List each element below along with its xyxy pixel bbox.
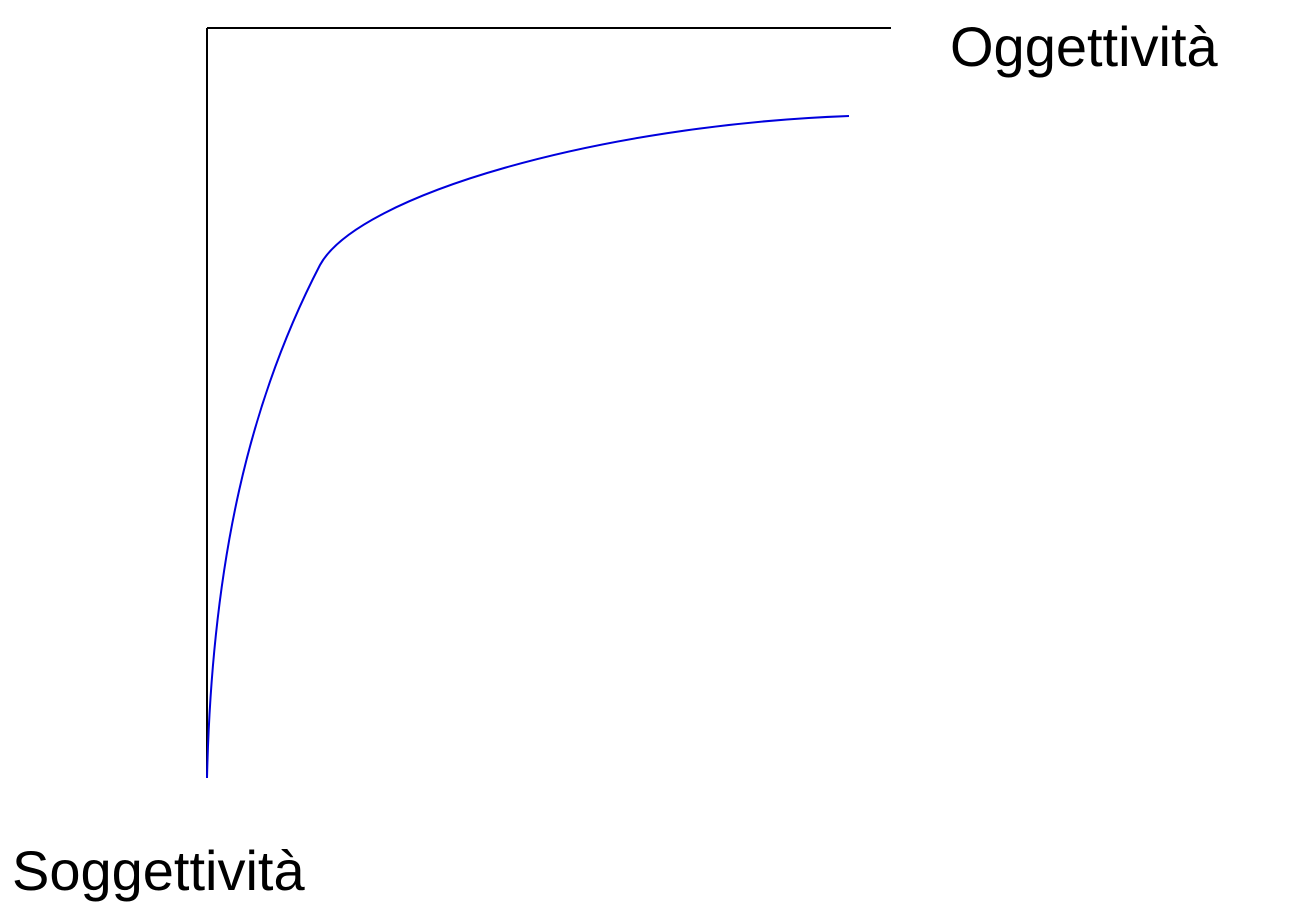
curve [206, 115, 850, 779]
top-label: Oggettività [950, 15, 1219, 78]
bottom-label: Soggettività [12, 839, 305, 902]
